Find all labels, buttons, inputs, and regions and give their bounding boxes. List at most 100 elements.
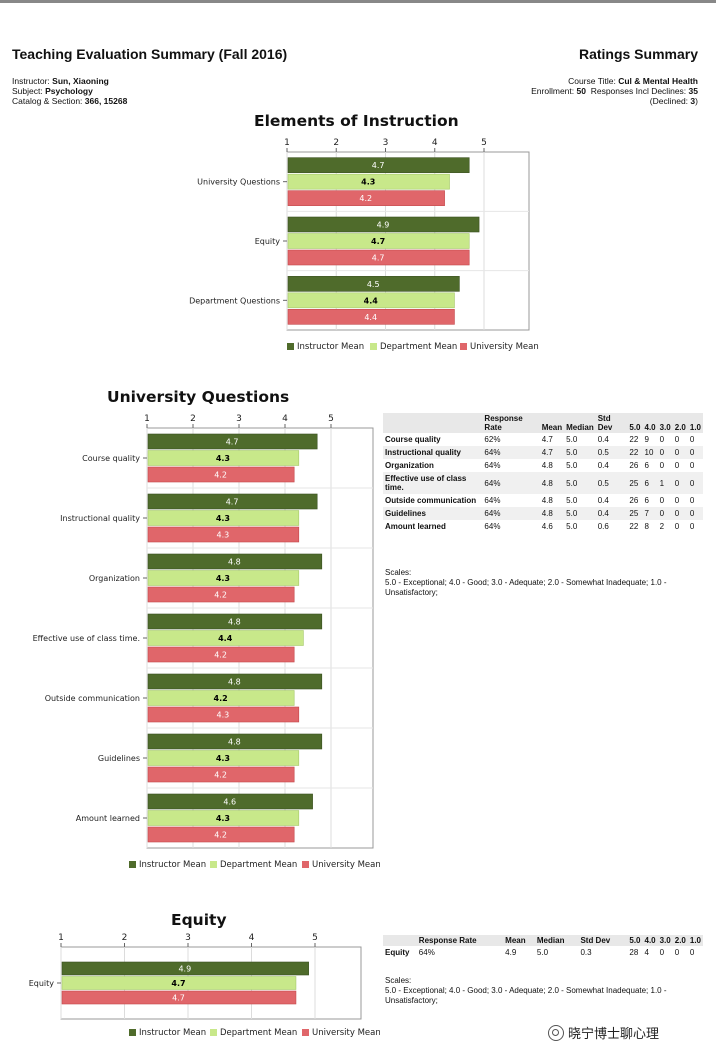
x-tick-label: 1: [144, 414, 150, 424]
header-cell: 4.0: [642, 935, 658, 946]
bar: [61, 990, 297, 1005]
bar-value-label: 4.7: [371, 237, 385, 246]
table-cell: 26: [629, 496, 639, 505]
bar: [147, 570, 300, 586]
table-cell: 0: [689, 522, 695, 531]
category-label: Course quality: [82, 454, 140, 463]
enrollment-label: Enrollment:: [531, 86, 575, 96]
table-cell: 26: [629, 461, 639, 470]
table-cell: 0: [674, 522, 680, 531]
bar-value-label: 4.7: [171, 979, 185, 988]
bar: [147, 553, 323, 570]
table-cell: 0.4: [597, 435, 609, 444]
table-row: Outside communication 64% 4.8 5.0 0.4 26 6 0 0 0: [383, 494, 703, 507]
bar: [147, 586, 295, 603]
scales-text: 5.0 - Exceptional; 4.0 - Good; 3.0 - Ade…: [385, 578, 667, 597]
table-row: Course quality 62% 4.7 5.0 0.4 22 9 0 0 0: [383, 433, 703, 446]
header-cell: 3.0: [657, 413, 673, 433]
table-cell: 0: [657, 446, 673, 459]
row-label: Amount learned: [385, 522, 446, 531]
x-tick-label: 1: [58, 933, 64, 943]
category-label: Department Questions: [189, 296, 280, 305]
bar: [147, 750, 300, 766]
header-cell: [383, 935, 417, 946]
table-cell: 0.4: [597, 461, 609, 470]
row-label: Instructional quality: [383, 446, 483, 459]
table-cell: 0: [672, 507, 688, 520]
legend-swatch: [129, 861, 136, 868]
bar-value-label: 4.7: [226, 438, 239, 447]
legend-swatch: [460, 343, 467, 350]
bar: [147, 766, 295, 783]
bar: [147, 810, 300, 826]
legend-label: Department Mean: [380, 342, 457, 352]
row-label: Organization: [385, 461, 434, 470]
table-cell: 9: [644, 435, 649, 444]
table-row: Organization 64% 4.8 5.0 0.4 26 6 0 0 0: [383, 459, 703, 472]
legend-swatch: [129, 1029, 136, 1036]
bar-value-label: 4.4: [218, 634, 233, 643]
table-cell: 0: [689, 496, 695, 505]
catalog-label: Catalog & Section:: [12, 96, 83, 106]
x-tick-label: 3: [236, 414, 242, 424]
course-meta-right: Course Title: Cul & Mental Health Enroll…: [531, 76, 698, 106]
table-cell: 0: [687, 507, 703, 520]
category-label: Equity: [255, 237, 281, 246]
scales-note-equity: Scales: 5.0 - Exceptional; 4.0 - Good; 3…: [385, 976, 703, 1006]
catalog-value: 366, 15268: [84, 96, 128, 106]
table-cell: 4.8: [539, 507, 565, 520]
declined-value: 3: [690, 96, 696, 106]
scales-note-university: Scales: 5.0 - Exceptional; 4.0 - Good; 3…: [385, 568, 703, 598]
bar-value-label: 4.2: [214, 651, 227, 660]
table-cell: 0: [674, 435, 680, 444]
x-tick-label: 3: [185, 933, 191, 943]
header-cell: 5.0: [627, 935, 643, 946]
watermark: 晓宁博士聊心理: [548, 1023, 659, 1042]
table-cell: 0.4: [597, 496, 609, 505]
table-row: Effective use of class time. 64% 4.8 5.0 0.5…: [383, 472, 703, 494]
table-cell: 8: [644, 522, 649, 531]
table-header-row: Response Rate Mean Median Std Dev 5.0 4.…: [383, 413, 703, 433]
bar-value-label: 4.2: [214, 831, 227, 840]
bar: [287, 173, 450, 190]
row-label: Equity: [385, 948, 410, 957]
bar-value-label: 4.2: [214, 694, 228, 703]
chart-equity: 1 2 3 4 5 4.9 4.7 4.7 Equity Instructor Mean Depar…: [29, 933, 380, 1038]
table-cell: 0: [659, 948, 665, 957]
bar-value-label: 4.3: [216, 814, 230, 823]
bar-value-label: 4.9: [377, 221, 390, 230]
table-cell: 0: [689, 948, 695, 957]
table-cell: 0.6: [597, 522, 609, 531]
category-label: Organization: [89, 574, 140, 583]
course-meta-left: Instructor: Sun, Xiaoning Subject: Psych…: [12, 76, 127, 106]
bar: [147, 673, 323, 690]
table-row: Guidelines 64% 4.8 5.0 0.4 25 7 0 0 0: [383, 507, 703, 520]
x-tick-label: 2: [190, 414, 196, 424]
bar: [287, 249, 470, 266]
table-cell: 4.7: [539, 446, 565, 459]
equity-table: Response Rate Mean Median Std Dev 5.0 4.…: [383, 935, 703, 959]
table-cell: 22: [629, 522, 639, 531]
bar-value-label: 4.3: [216, 514, 230, 523]
scales-text: 5.0 - Exceptional; 4.0 - Good; 3.0 - Ade…: [385, 986, 667, 1005]
table-cell: 64%: [482, 472, 540, 494]
table-cell: 64%: [484, 522, 501, 531]
x-tick-label: 5: [481, 138, 487, 148]
legend-label: Instructor Mean: [297, 342, 364, 352]
bar: [147, 793, 313, 810]
table-cell: 0: [674, 948, 680, 957]
bar: [147, 433, 318, 450]
course-title-label: Course Title:: [568, 76, 616, 86]
table-cell: 4.8: [541, 461, 553, 470]
watermark-text: 晓宁博士聊心理: [568, 1027, 660, 1042]
bar-value-label: 4.6: [223, 798, 236, 807]
table-row: Amount learned 64% 4.6 5.0 0.6 22 8 2 0 0: [383, 520, 703, 533]
bar: [147, 493, 318, 510]
bar: [147, 646, 295, 663]
bar: [287, 157, 470, 173]
table-cell: 25: [627, 507, 643, 520]
table-cell: 5.0: [564, 446, 596, 459]
table-cell: 0: [689, 435, 695, 444]
subject-label: Subject:: [12, 86, 43, 96]
university-questions-table: Response Rate Mean Median Std Dev 5.0 4.…: [383, 413, 703, 533]
